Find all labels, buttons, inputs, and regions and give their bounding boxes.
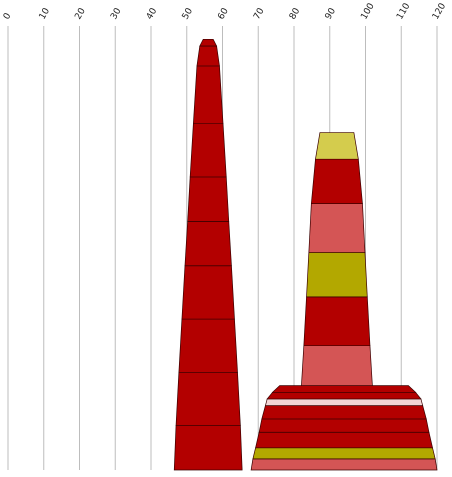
- funnel-segment: [184, 221, 232, 267]
- funnel-segment: [173, 425, 243, 471]
- x-tick-label: 70: [252, 6, 267, 21]
- funnel-column-1: [173, 38, 243, 471]
- funnel-segment: [250, 458, 438, 471]
- x-tick-label: 90: [324, 6, 339, 21]
- x-tick-label: 10: [38, 6, 53, 21]
- x-tick-label: 110: [395, 1, 412, 21]
- funnel-segment: [315, 132, 359, 160]
- funnel-segment: [303, 296, 371, 347]
- x-tick-label: 50: [181, 6, 196, 21]
- funnel-segment: [189, 123, 227, 178]
- funnel-segment: [187, 176, 230, 222]
- x-tick-label: 0: [2, 11, 14, 21]
- funnel-segment: [178, 318, 238, 373]
- funnel-segment: [255, 431, 433, 449]
- funnel-column-2: [300, 132, 374, 391]
- funnel-segment: [199, 38, 218, 47]
- funnel-segment: [196, 45, 220, 67]
- funnel-segment: [308, 203, 366, 253]
- funnel-segment: [175, 371, 241, 426]
- funnel-segment: [192, 65, 224, 125]
- funnel-segment: [258, 418, 430, 433]
- x-tick-label: 20: [73, 6, 88, 21]
- funnel-segment: [310, 158, 363, 204]
- x-tick-label: 40: [145, 6, 160, 21]
- funnel-segment: [264, 398, 424, 406]
- funnel-segment: [300, 345, 374, 391]
- x-tick-label: 120: [431, 1, 448, 21]
- x-tick-labels: 0 10 20 30 40 50 60 70 80 90 100 110 120: [2, 1, 448, 21]
- x-tick-label: 60: [216, 6, 231, 21]
- x-tick-label: 30: [109, 6, 124, 21]
- funnel-segment: [266, 391, 422, 400]
- funnel-segment: [261, 405, 427, 420]
- x-tick-label: 80: [288, 6, 303, 21]
- funnel-segment: [252, 447, 436, 460]
- funnel-segment: [181, 265, 235, 320]
- x-tick-label: 100: [359, 1, 376, 21]
- funnel-column-3: [250, 385, 438, 471]
- funnel-segment: [306, 252, 368, 298]
- funnel-segment: [271, 385, 417, 393]
- series-layer: [173, 38, 438, 471]
